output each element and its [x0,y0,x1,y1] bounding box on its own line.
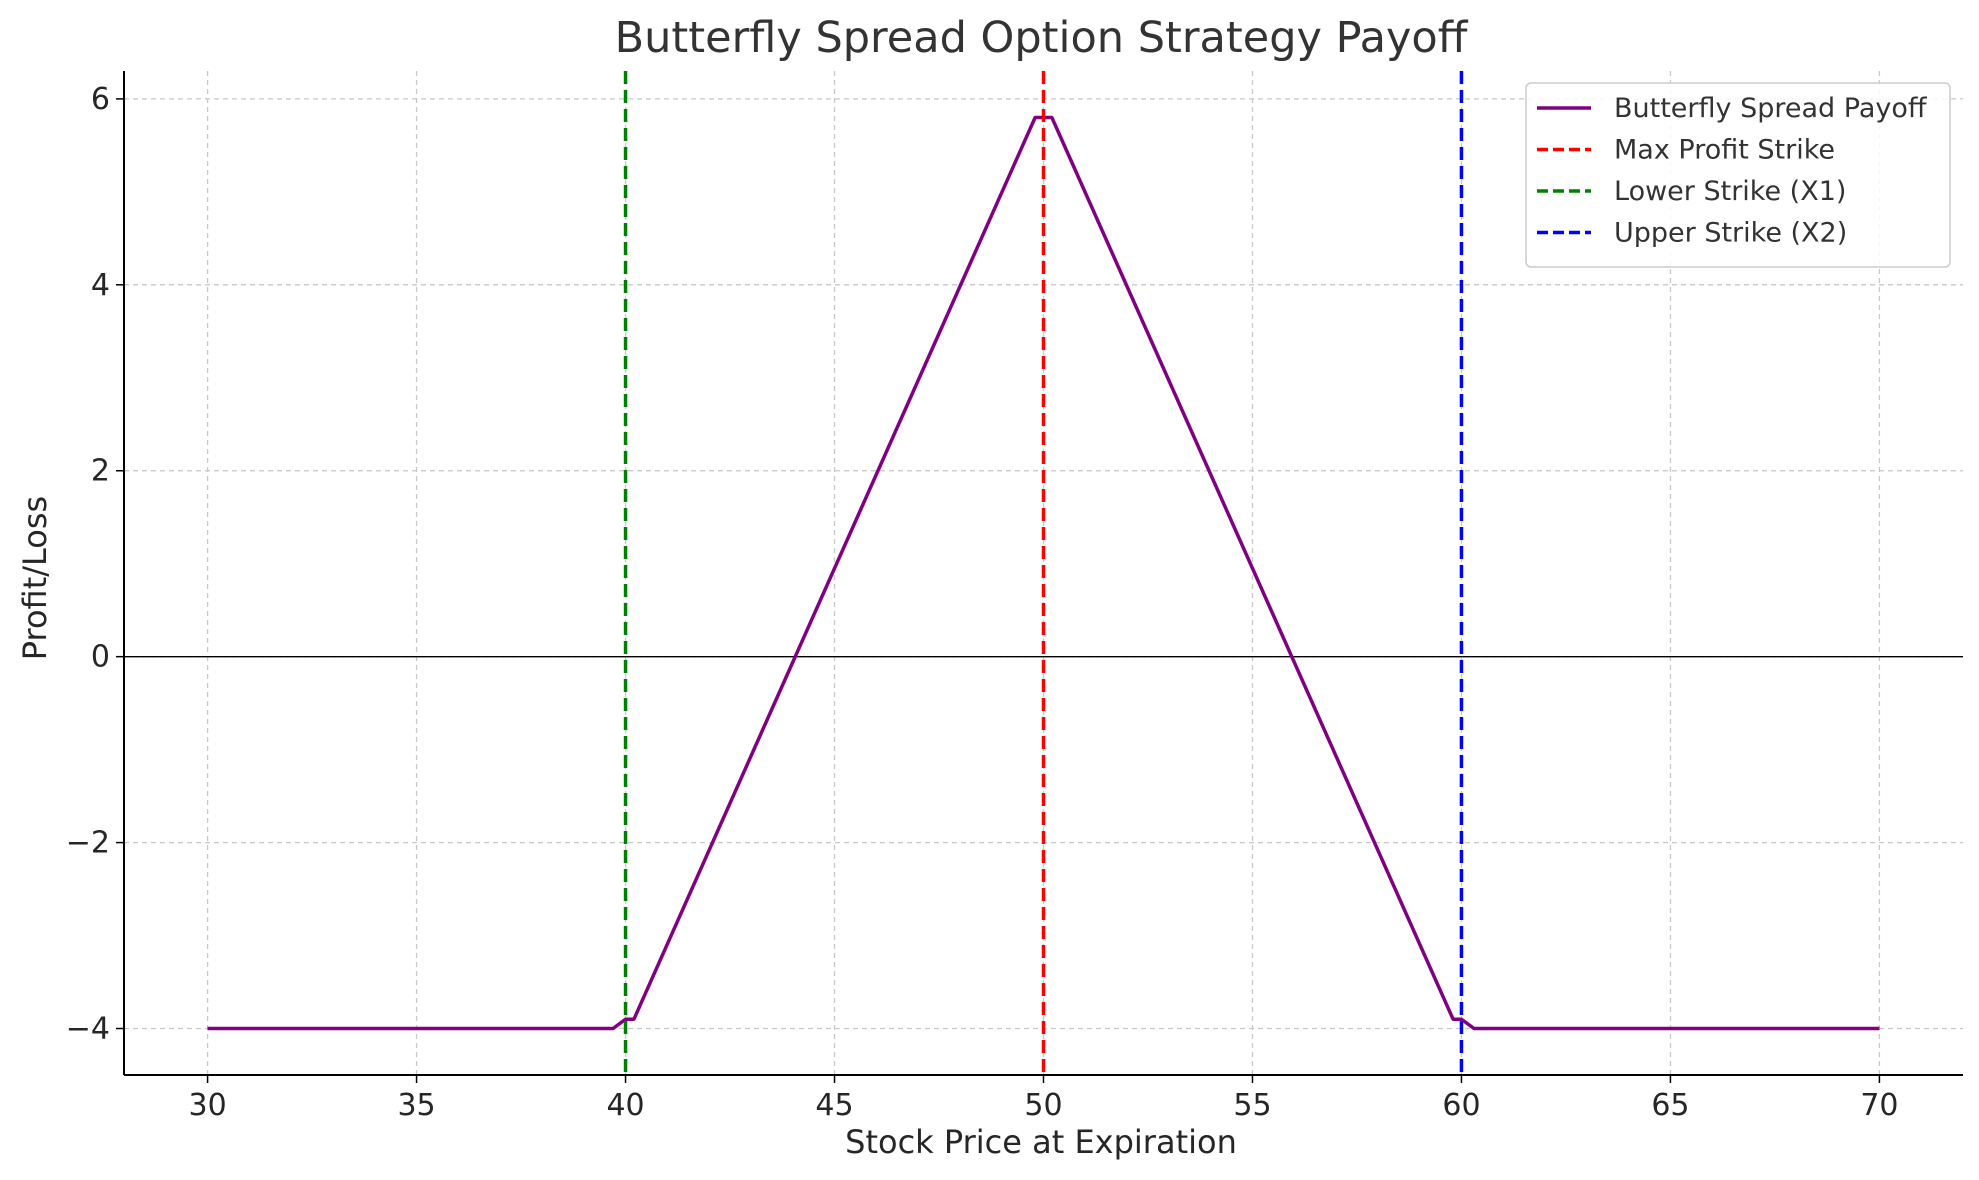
legend-label: Butterfly Spread Payoff [1614,93,1928,124]
x-tick-label: 55 [1233,1088,1271,1123]
legend-label: Upper Strike (X2) [1614,218,1847,249]
y-axis-label: Profit/Loss [16,496,54,660]
x-tick-label: 35 [397,1088,435,1123]
y-tick-label: 6 [91,82,110,117]
x-axis-label: Stock Price at Expiration [845,1123,1237,1161]
y-tick-label: 2 [91,454,110,489]
y-tick-layer: −4 −2 0 2 4 6 [66,82,124,1047]
x-tick-label: 50 [1024,1088,1062,1123]
y-tick-label: 4 [91,268,110,303]
chart-title: Butterfly Spread Option Strategy Payoff [615,13,1469,63]
x-tick-label: 70 [1860,1088,1898,1123]
vline-layer [623,71,1464,1075]
x-tick-label: 45 [815,1088,853,1123]
y-tick-label: −2 [66,826,110,861]
x-tick-label: 30 [188,1088,226,1123]
x-tick-label: 60 [1442,1088,1480,1123]
legend-label: Lower Strike (X1) [1614,176,1846,207]
x-tick-layer: 30 35 40 45 50 55 60 65 70 [188,1075,1899,1123]
y-tick-label: 0 [91,640,110,675]
x-tick-label: 65 [1651,1088,1689,1123]
y-tick-label: −4 [66,1012,110,1047]
legend-label: Max Profit Strike [1614,135,1835,166]
legend: Butterfly Spread Payoff Max Profit Strike… [1525,82,1951,268]
legend-box [1525,82,1951,268]
x-tick-label: 40 [606,1088,644,1123]
